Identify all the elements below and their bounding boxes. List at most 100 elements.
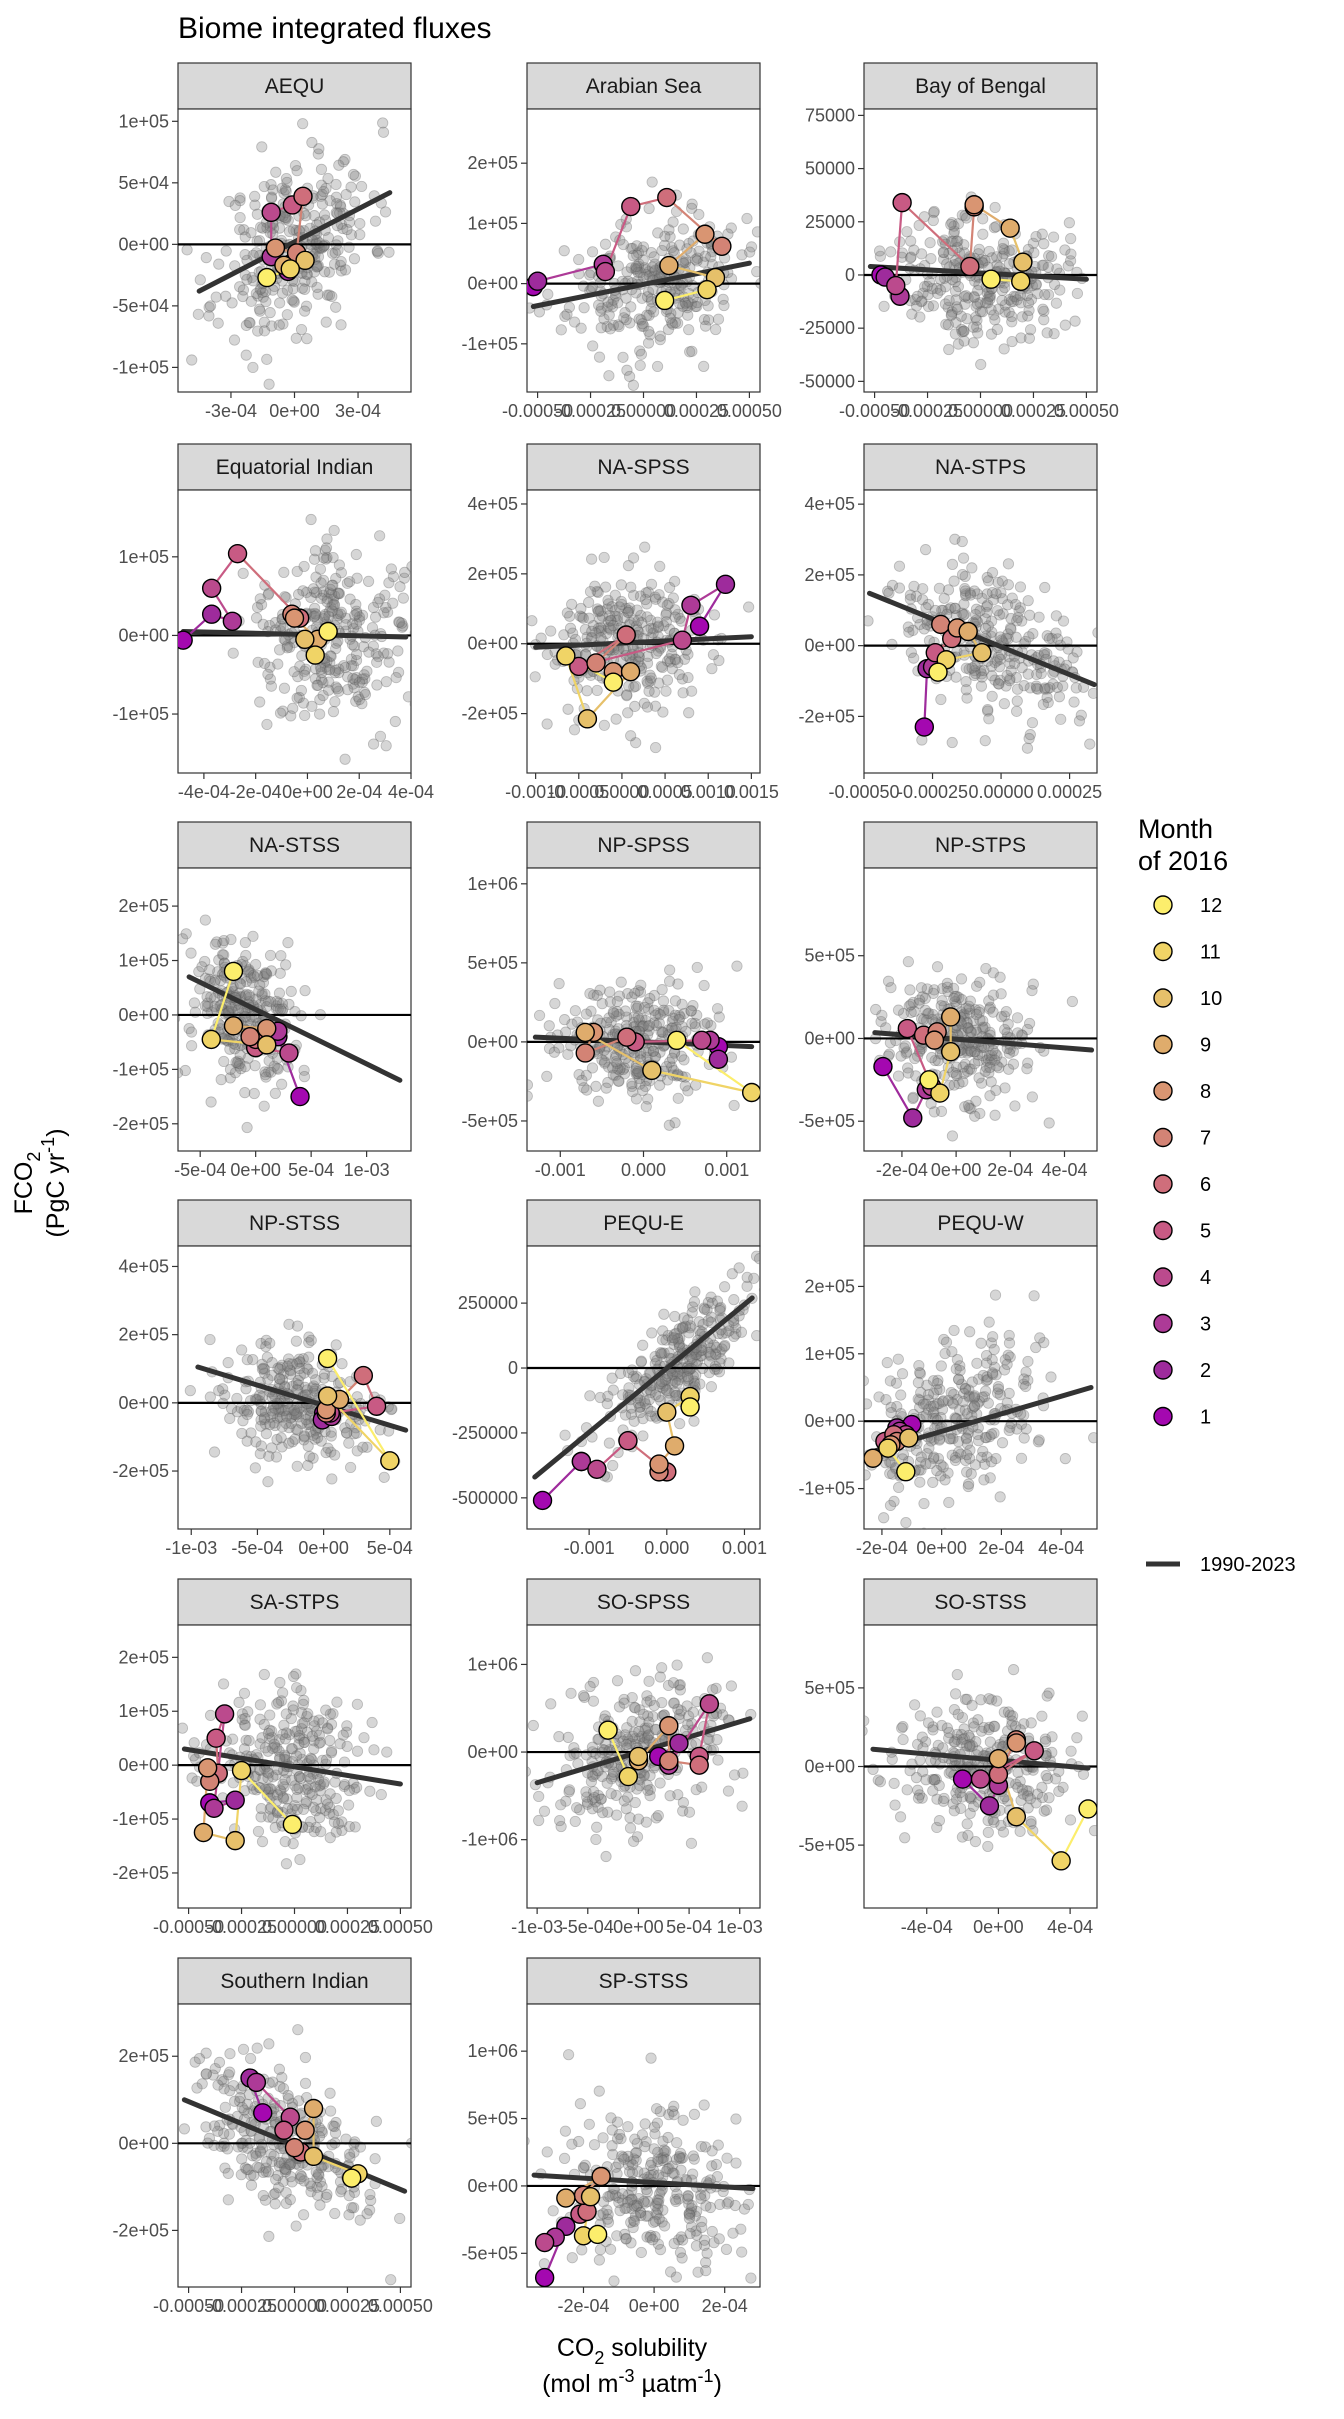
historical-point bbox=[983, 995, 995, 1007]
historical-point bbox=[686, 345, 698, 357]
historical-point bbox=[247, 969, 260, 981]
x-tick-label: -0.00050 bbox=[502, 401, 573, 421]
historical-point bbox=[929, 604, 941, 617]
historical-point bbox=[259, 1066, 271, 1078]
historical-point bbox=[1003, 294, 1016, 306]
historical-point bbox=[353, 693, 366, 706]
historical-point bbox=[989, 1109, 1001, 1121]
historical-point bbox=[976, 1077, 988, 1089]
historical-point bbox=[329, 664, 342, 677]
historical-point bbox=[658, 620, 670, 632]
historical-point bbox=[633, 313, 645, 325]
historical-point bbox=[972, 1055, 985, 1067]
x-tick-label: 3e-04 bbox=[335, 401, 381, 421]
historical-point bbox=[705, 1350, 717, 1362]
trend-line-1990-2023 bbox=[533, 634, 754, 650]
historical-point bbox=[996, 575, 1008, 587]
historical-point bbox=[640, 587, 652, 599]
historical-point bbox=[654, 330, 666, 342]
historical-point bbox=[1031, 668, 1043, 681]
historical-point bbox=[674, 1684, 686, 1696]
historical-point bbox=[702, 314, 715, 326]
historical-point bbox=[249, 1462, 261, 1474]
historical-point bbox=[630, 1000, 642, 1012]
historical-point bbox=[349, 170, 361, 182]
historical-point bbox=[283, 1318, 295, 1330]
historical-point bbox=[685, 1837, 698, 1849]
historical-point bbox=[349, 1821, 361, 1833]
historical-point bbox=[914, 618, 926, 631]
historical-point bbox=[673, 1009, 685, 1021]
historical-point bbox=[678, 1312, 690, 1324]
x-tick-label: 0.000 bbox=[644, 1538, 689, 1558]
historical-point bbox=[961, 1449, 973, 1461]
historical-point bbox=[948, 575, 960, 587]
historical-point bbox=[984, 293, 996, 305]
figure-title: Biome integrated fluxes bbox=[178, 12, 492, 45]
historical-point bbox=[660, 1061, 673, 1073]
historical-point bbox=[356, 609, 369, 621]
historical-point bbox=[904, 984, 916, 996]
historical-point bbox=[896, 247, 908, 259]
historical-point bbox=[899, 1040, 912, 1052]
historical-point bbox=[981, 588, 993, 600]
x-tick-label: 0.00000 bbox=[611, 401, 676, 421]
historical-point bbox=[717, 293, 729, 305]
historical-point bbox=[354, 229, 366, 241]
historical-point bbox=[327, 706, 340, 718]
y-tick-label: 0e+00 bbox=[118, 625, 169, 645]
historical-point bbox=[994, 1491, 1006, 1503]
historical-point bbox=[607, 1006, 619, 1018]
historical-point bbox=[291, 692, 303, 704]
historical-point bbox=[243, 316, 255, 329]
historical-point bbox=[980, 1349, 993, 1362]
historical-point bbox=[264, 673, 276, 685]
historical-point bbox=[617, 351, 629, 363]
historical-point bbox=[1042, 289, 1055, 301]
historical-point bbox=[960, 1433, 972, 1445]
historical-point bbox=[626, 991, 638, 1003]
month-point-8 bbox=[197, 1758, 218, 1778]
historical-point bbox=[641, 1779, 653, 1791]
historical-point bbox=[223, 195, 235, 208]
x-tick-label: 0.0015 bbox=[724, 782, 779, 802]
month-point-9 bbox=[958, 621, 978, 642]
historical-point bbox=[345, 229, 358, 241]
historical-point bbox=[958, 335, 970, 347]
historical-point bbox=[633, 1014, 645, 1026]
historical-point bbox=[905, 998, 917, 1011]
historical-point bbox=[321, 1798, 334, 1810]
month-point-10 bbox=[657, 1402, 677, 1422]
historical-point bbox=[183, 1022, 195, 1035]
y-tick-label: 0e+00 bbox=[467, 634, 518, 654]
historical-point bbox=[1045, 250, 1058, 263]
historical-point bbox=[527, 1079, 534, 1091]
y-tick-label: -5e+05 bbox=[798, 1111, 855, 1131]
historical-point bbox=[666, 648, 678, 660]
historical-point bbox=[931, 1378, 944, 1390]
historical-point bbox=[366, 1716, 378, 1729]
historical-point bbox=[1031, 682, 1043, 694]
historical-point bbox=[639, 1014, 652, 1027]
historical-point bbox=[946, 217, 958, 229]
historical-point bbox=[713, 1011, 725, 1023]
historical-point bbox=[918, 1497, 930, 1510]
historical-point bbox=[361, 665, 373, 677]
historical-point bbox=[959, 585, 971, 597]
historical-point bbox=[689, 1017, 701, 1030]
historical-point bbox=[253, 985, 265, 997]
historical-point bbox=[326, 290, 338, 303]
historical-point bbox=[639, 264, 652, 276]
historical-point bbox=[664, 312, 676, 324]
facet-strip-label: SA-STPS bbox=[250, 1591, 340, 1614]
historical-point bbox=[982, 575, 995, 587]
historical-point bbox=[255, 221, 267, 233]
historical-point bbox=[527, 1719, 539, 1732]
historical-point bbox=[943, 1433, 956, 1445]
historical-point bbox=[276, 997, 288, 1010]
historical-point bbox=[252, 601, 264, 613]
historical-point bbox=[396, 621, 408, 633]
historical-point bbox=[634, 1078, 646, 1090]
y-axis-title-line2-sup: -1 bbox=[38, 1137, 58, 1153]
month-point-1 bbox=[178, 630, 193, 650]
